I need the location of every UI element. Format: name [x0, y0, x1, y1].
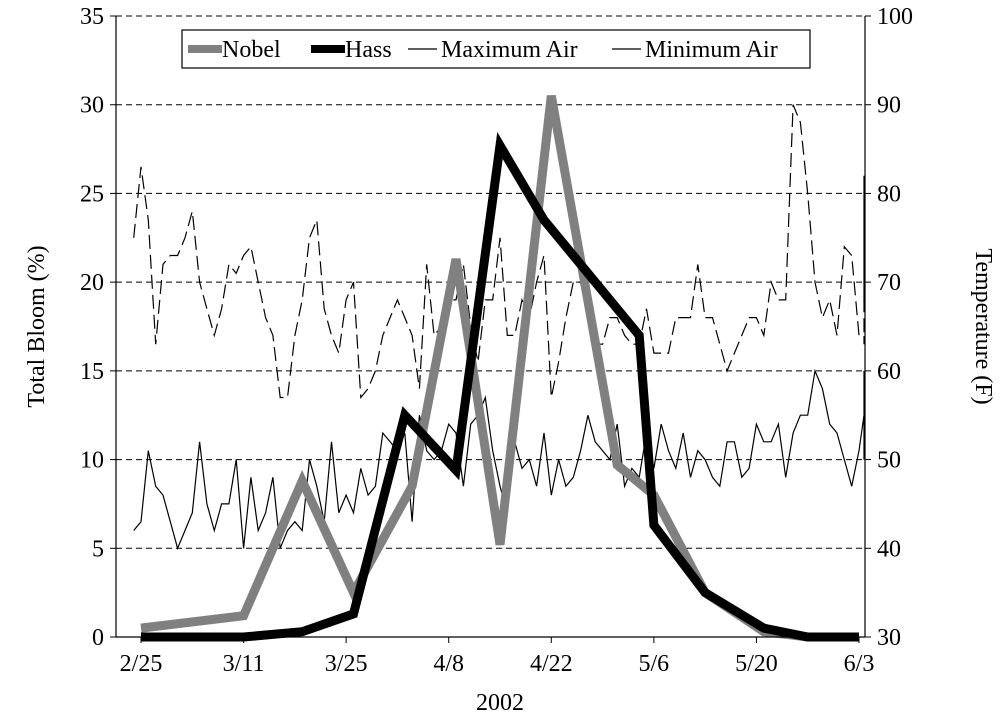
series-minimum-air — [133, 368, 865, 551]
temperature-lines — [133, 104, 865, 551]
x-tick-label: 5/6 — [639, 651, 670, 677]
legend-label-minimum-air: Minimum Air — [645, 37, 778, 63]
y-tick-label: 15 — [80, 359, 104, 385]
y2-tick-label: 70 — [877, 270, 901, 296]
y2-tick-label: 100 — [877, 4, 913, 30]
y-tick-label: 35 — [80, 4, 104, 30]
x-tick-label: 6/3 — [844, 651, 875, 677]
x-axis-title: 2002 — [476, 690, 524, 716]
y-tick-label: 20 — [80, 270, 104, 296]
x-tick-label: 2/25 — [120, 651, 163, 677]
x-tick-label: 4/8 — [433, 651, 464, 677]
y2-tick-label: 60 — [877, 359, 901, 385]
axes — [110, 15, 871, 643]
legend-box — [181, 29, 811, 69]
legend-label-hass: Hass — [345, 37, 392, 63]
legend: Nobel Hass Maximum Air Minimum Air — [181, 29, 811, 69]
y2-tick-label: 50 — [877, 448, 901, 474]
series-hass — [141, 132, 859, 642]
y-tick-label: 0 — [92, 625, 104, 651]
x-tick-label: 5/20 — [735, 651, 778, 677]
legend-label-maximum-air: Maximum Air — [441, 37, 578, 63]
x-tick-label: 3/25 — [325, 651, 368, 677]
legend-label-nobel: Nobel — [222, 37, 281, 63]
y-axis-title: Total Bloom (%) — [24, 245, 50, 407]
x-tick-label: 4/22 — [530, 651, 573, 677]
y-tick-label: 5 — [92, 536, 104, 562]
series-maximum-air — [133, 104, 865, 400]
x-tick-label: 3/11 — [223, 651, 265, 677]
y-tick-label: 30 — [80, 93, 104, 119]
y2-tick-label: 40 — [877, 536, 901, 562]
y-tick-label: 10 — [80, 448, 104, 474]
y2-tick-label: 80 — [877, 181, 901, 207]
tick-labels: 0 5 10 15 20 25 30 35 30 40 50 60 70 80 90 100 2/25 3/11 3… — [80, 4, 913, 677]
y2-axis-title: Temperature (F) — [970, 248, 996, 404]
bloom-lines — [140, 95, 859, 642]
y2-tick-label: 90 — [877, 93, 901, 119]
y2-tick-label: 30 — [877, 625, 901, 651]
y-tick-label: 25 — [80, 181, 104, 207]
